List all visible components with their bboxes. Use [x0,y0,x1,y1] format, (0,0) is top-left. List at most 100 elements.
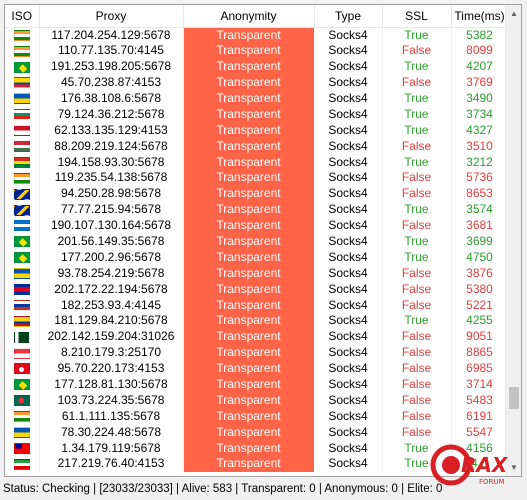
type-cell: Socks4 [314,58,383,75]
table-row[interactable]: 110.77.135.70:4145 Transparent Socks4 False… [5,42,509,59]
time-cell: 3769 [451,74,509,91]
column-header-time[interactable]: Time(ms) [451,5,509,28]
scrollbar-thumb[interactable] [509,387,519,409]
table-row[interactable]: 117.204.254.129:5678 Transparent Socks4 Tru… [5,27,509,43]
iso-cell [5,297,40,314]
flag-turkey-icon [13,363,30,375]
flag-ukraine-icon [13,93,30,105]
ssl-cell: False [382,392,452,409]
ssl-cell: True [382,233,452,250]
time-cell: 6191 [451,408,509,425]
flag-cambodia-icon [13,284,30,296]
ssl-cell: True [382,201,452,218]
time-cell: 3212 [451,154,509,171]
proxy-cell: 194.158.93.30:5678 [39,154,184,171]
ssl-cell: False [382,74,452,91]
proxy-cell: 94.250.28.98:5678 [39,185,184,202]
table-row[interactable]: 119.235.54.138:5678 Transparent Socks4 Fals… [5,170,509,186]
flag-bulgaria-icon [13,109,30,121]
proxy-cell: 95.70.220.173:4153 [39,360,184,377]
ssl-cell: True [382,154,452,171]
table-row[interactable]: 8.210.179.3:25170 Transparent Socks4 False 8… [5,344,509,361]
table-row[interactable]: 78.30.224.48:5678 Transparent Socks4 False 5… [5,424,509,441]
proxy-cell: 117.204.254.129:5678 [39,27,184,43]
table-row[interactable]: 201.56.149.35:5678 Transparent Socks4 True 3… [5,233,509,250]
anonymity-cell: Transparent [183,408,315,425]
iso-cell [5,154,40,171]
iso-cell [5,328,40,345]
table-row[interactable]: 177.128.81.130:5678 Transparent Socks4 Fals… [5,376,509,393]
proxy-cell: 79.124.36.212:5678 [39,106,184,123]
scroll-up-arrow-icon[interactable]: ▲ [510,9,518,18]
anonymity-cell: Transparent [183,90,315,107]
iso-cell [5,233,40,250]
table-row[interactable]: 61.1.111.135:5678 Transparent Socks4 False 6… [5,408,509,425]
table-row[interactable]: 103.73.224.35:5678 Transparent Socks4 False… [5,392,509,409]
table-row[interactable]: 62.133.135.129:4153 Transparent Socks4 True… [5,122,509,139]
type-cell: Socks4 [314,424,383,441]
iso-cell [5,344,40,361]
table-row[interactable]: 88.209.219.124:5678 Transparent Socks4 Fals… [5,138,509,155]
anonymity-cell: Transparent [183,344,315,361]
ssl-cell: True [382,440,452,457]
type-cell: Socks4 [314,297,383,314]
iso-cell [5,122,40,139]
iso-cell [5,392,40,409]
flag-brazil-icon [13,252,30,264]
anonymity-cell: Transparent [183,281,315,298]
proxy-list-view[interactable]: ISO Proxy Anonymity Type SSL Time(ms) 11… [4,4,522,477]
ssl-cell: True [382,313,452,329]
scroll-down-arrow-icon[interactable]: ▼ [510,463,518,472]
proxy-cell: 103.73.224.35:5678 [39,392,184,409]
time-cell: 3490 [451,90,509,107]
iso-cell [5,138,40,155]
table-row[interactable]: 190.107.130.164:5678 Transparent Socks4 Fal… [5,217,509,234]
table-row[interactable]: 176.38.108.6:5678 Transparent Socks4 True 34… [5,90,509,107]
ssl-cell: False [382,265,452,282]
column-header-proxy[interactable]: Proxy [39,5,184,28]
table-row[interactable]: 94.250.28.98:5678 Transparent Socks4 False 8… [5,185,509,202]
column-header-anonymity[interactable]: Anonymity [183,5,315,28]
table-row[interactable]: 95.70.220.173:4153 Transparent Socks4 False… [5,360,509,377]
table-row[interactable]: 202.172.22.194:5678 Transparent Socks4 Fals… [5,281,509,298]
proxy-cell: 181.129.84.210:5678 [39,313,184,329]
table-row[interactable]: 79.124.36.212:5678 Transparent Socks4 True 3… [5,106,509,123]
table-row[interactable]: 177.200.2.96:5678 Transparent Socks4 True 47… [5,249,509,266]
iso-cell [5,424,40,441]
proxy-cell: 201.56.149.35:5678 [39,233,184,250]
table-row[interactable]: 182.253.93.4:4145 Transparent Socks4 False 5… [5,297,509,314]
iso-cell [5,360,40,377]
time-cell: 9051 [451,328,509,345]
anonymity-cell: Transparent [183,201,315,218]
table-row[interactable]: 191.253.198.205:5678 Transparent Socks4 Tru… [5,58,509,75]
table-row[interactable]: 194.158.93.30:5678 Transparent Socks4 True 3… [5,154,509,171]
column-header-iso[interactable]: ISO [5,5,40,28]
table-row[interactable]: 202.142.159.204:31026 Transparent Socks4 Fa… [5,328,509,345]
anonymity-cell: Transparent [183,42,315,59]
table-header-row: ISO Proxy Anonymity Type SSL Time(ms) [5,5,509,28]
table-row[interactable]: 217.219.76.40:4153 Transparent Socks4 True 4… [5,456,509,472]
time-cell: 3699 [451,233,509,250]
time-cell: 4255 [451,313,509,329]
logo-text: RAX [461,453,509,477]
type-cell: Socks4 [314,408,383,425]
table-row[interactable]: 77.77.215.94:5678 Transparent Socks4 True 35… [5,201,509,218]
time-cell: 3876 [451,265,509,282]
proxy-cell: 191.253.198.205:5678 [39,58,184,75]
vertical-scrollbar[interactable]: ▲ ▼ [505,5,521,476]
table-row[interactable]: 93.78.254.219:5678 Transparent Socks4 False… [5,265,509,282]
type-cell: Socks4 [314,233,383,250]
table-row[interactable]: 1.34.179.119:5678 Transparent Socks4 True 41… [5,440,509,457]
table-row[interactable]: 45.70.238.87:4153 Transparent Socks4 False 3… [5,74,509,91]
proxy-cell: 177.128.81.130:5678 [39,376,184,393]
flag-bosnia-icon [13,204,30,216]
anonymity-cell: Transparent [183,185,315,202]
anonymity-cell: Transparent [183,138,315,155]
anonymity-cell: Transparent [183,424,315,441]
column-header-type[interactable]: Type [314,5,383,28]
iso-cell [5,281,40,298]
time-cell: 8653 [451,185,509,202]
column-header-ssl[interactable]: SSL [382,5,452,28]
anonymity-cell: Transparent [183,376,315,393]
table-row[interactable]: 181.129.84.210:5678 Transparent Socks4 True… [5,313,509,329]
